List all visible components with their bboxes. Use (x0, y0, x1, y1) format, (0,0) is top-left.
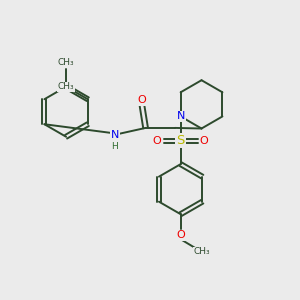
Text: S: S (176, 134, 185, 147)
Text: N: N (176, 111, 185, 122)
Text: O: O (138, 95, 146, 105)
Text: CH₃: CH₃ (194, 248, 210, 256)
Text: CH₃: CH₃ (58, 58, 74, 67)
Text: N: N (110, 130, 119, 140)
Text: O: O (176, 230, 185, 240)
Text: CH₃: CH₃ (57, 82, 74, 91)
Text: O: O (200, 136, 208, 146)
Text: H: H (111, 142, 118, 151)
Text: O: O (153, 136, 161, 146)
